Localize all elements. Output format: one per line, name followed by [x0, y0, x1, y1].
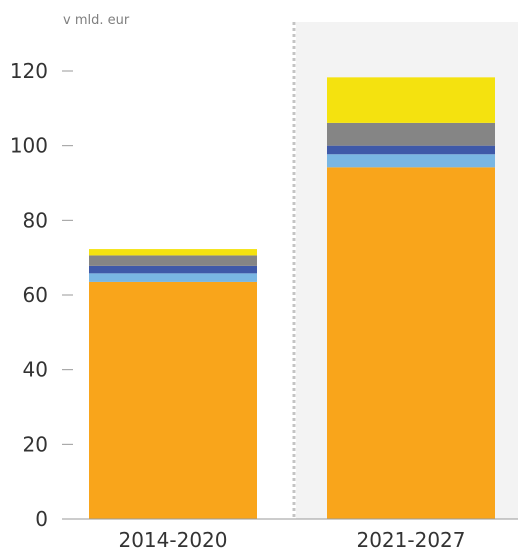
- y-tick-label: 100: [10, 134, 48, 158]
- y-tick-label: 60: [23, 283, 48, 307]
- x-axis-labels: 2014-2020 2021-2027: [118, 528, 465, 549]
- bar-segment: [89, 273, 257, 282]
- bar-segment: [89, 265, 257, 274]
- bar-segment: [327, 122, 495, 146]
- y-tick-label: 120: [10, 59, 48, 83]
- y-tick-label: 20: [23, 432, 48, 456]
- bar-segment: [327, 154, 495, 168]
- y-tick-label: 0: [35, 507, 48, 531]
- y-tick-label: 80: [23, 208, 48, 232]
- bars: [89, 77, 495, 519]
- bar-segment: [89, 255, 257, 266]
- y-tick-label: 40: [23, 358, 48, 382]
- x-category-label: 2014-2020: [118, 528, 227, 549]
- x-category-label: 2021-2027: [356, 528, 465, 549]
- y-axis: 0 20 40 60 80 100 120: [10, 59, 73, 531]
- bar-segment: [327, 167, 495, 519]
- bar-segment: [327, 145, 495, 155]
- bar-segment: [327, 77, 495, 123]
- bar-segment: [89, 249, 257, 256]
- unit-label: v mld. eur: [63, 13, 130, 28]
- bar-segment: [89, 281, 257, 519]
